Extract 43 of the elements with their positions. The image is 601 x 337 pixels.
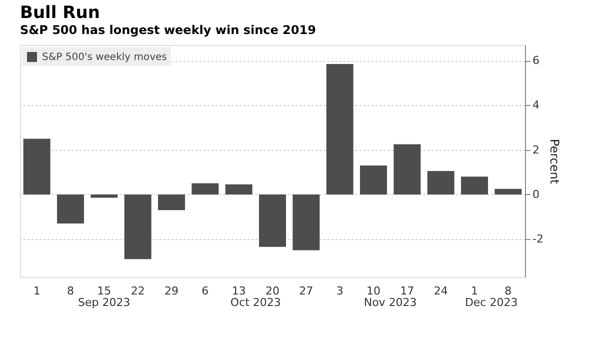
x-tick-label: 10 xyxy=(366,284,380,298)
x-tick-label: 13 xyxy=(232,284,246,298)
bar xyxy=(394,144,421,194)
bar xyxy=(90,194,118,198)
x-tick-label: 15 xyxy=(97,284,112,298)
x-tick-label: 17 xyxy=(400,284,414,298)
bar xyxy=(57,194,84,224)
x-tick-label: 24 xyxy=(434,284,448,298)
y-tick-label: 4 xyxy=(532,98,540,112)
y-tick-label: 6 xyxy=(532,54,540,68)
bar xyxy=(124,194,152,260)
bar xyxy=(259,194,286,247)
bar xyxy=(23,138,50,194)
text: Dec 2023 xyxy=(464,296,518,309)
y-tick-label: -2 xyxy=(532,232,544,246)
bar xyxy=(225,184,252,194)
x-tick-label: 1 xyxy=(471,284,478,298)
x-tick-label: 27 xyxy=(299,284,314,298)
x-tick-label: 8 xyxy=(67,284,74,298)
bar xyxy=(192,183,219,194)
x-tick-label: 3 xyxy=(336,284,344,298)
text: Sep 2023 xyxy=(78,296,130,309)
x-tick-label: 6 xyxy=(202,284,209,298)
chart-title: Bull Run xyxy=(20,3,100,23)
x-tick-label: 1 xyxy=(33,284,40,298)
legend-label: S&P 500's weekly moves xyxy=(42,52,167,63)
chart-subtitle: S&P 500 has longest weekly win since 2019 xyxy=(20,23,316,37)
y-axis-title: Percent xyxy=(547,138,562,184)
y-tick-label: 2 xyxy=(532,143,540,156)
bar xyxy=(292,194,320,250)
bar xyxy=(326,64,354,194)
x-tick-label: 29 xyxy=(164,284,178,298)
y-tick-label: 0 xyxy=(532,188,540,201)
bar xyxy=(360,165,387,194)
bar xyxy=(461,176,488,194)
text: Nov 2023 xyxy=(364,296,417,309)
text: Oct 2023 xyxy=(230,296,281,309)
x-tick-label: 8 xyxy=(504,284,512,298)
x-tick-label: 20 xyxy=(266,284,280,298)
bar xyxy=(158,194,185,210)
x-tick-label: 22 xyxy=(130,284,145,298)
bar xyxy=(494,188,522,194)
bar xyxy=(427,171,454,194)
